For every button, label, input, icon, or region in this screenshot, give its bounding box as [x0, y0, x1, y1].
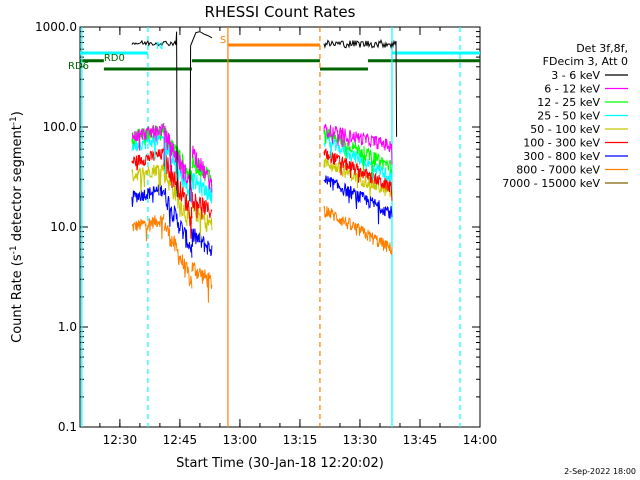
trace-3-6-seg2 — [323, 38, 398, 137]
legend-header-decimation: FDecim 3, Att 0 — [543, 55, 628, 68]
trace-25-50--b — [163, 136, 193, 203]
x-axis-label: Start Time (30-Jan-18 12:20:02) — [176, 456, 384, 471]
trace-50-100--a — [131, 164, 165, 194]
x-tick-label: 12:30 — [103, 433, 138, 447]
trace-25-50--c — [191, 173, 213, 204]
x-axis: 12:30 12:45 13:00 13:15 13:30 13:45 14:00 — [99, 27, 498, 447]
legend-entry-label: 100 - 300 keV — [523, 137, 600, 150]
state-label-rd6: RD6 — [68, 61, 89, 72]
x-tick-label: 13:00 — [223, 433, 258, 447]
trace-800-7000--seg2 — [323, 205, 393, 255]
state-label-n: N — [156, 41, 163, 52]
x-tick-label: 12:45 — [163, 433, 198, 447]
legend-entry-label: 12 - 25 keV — [537, 96, 600, 109]
trace-100-300--seg2 — [323, 148, 393, 201]
trace-300-800--b — [163, 188, 193, 258]
state-label-s: S — [220, 35, 226, 46]
y-tick-label: 0.1 — [58, 420, 77, 434]
y-tick-label: 1000.0 — [35, 20, 77, 34]
state-label-rd0: RD0 — [104, 53, 125, 64]
trace-25-50--seg2 — [323, 133, 393, 182]
y-axis-label: Count Rate (s-1 detector segment-1) — [9, 111, 25, 343]
trace-3-6-b — [189, 31, 213, 202]
trace-6-12--seg2 — [323, 123, 393, 165]
legend-entry-label: 25 - 50 keV — [537, 110, 600, 123]
generation-date: 2-Sep-2022 18:00 — [564, 467, 636, 476]
legend-entry-label: 300 - 800 keV — [523, 150, 600, 163]
trace-800-7000--b — [163, 222, 193, 289]
x-tick-label: 14:00 — [463, 433, 498, 447]
state-labels: N RD0 RD6 S — [68, 35, 226, 72]
trace-12-25--seg2 — [323, 126, 393, 177]
event-lines — [81, 27, 461, 427]
legend-header-detectors: Det 3f,8f, — [576, 42, 628, 55]
trace-100-300--c — [191, 191, 213, 220]
trace-800-7000--c — [191, 261, 213, 303]
legend-entry-label: 50 - 100 keV — [530, 123, 600, 136]
trace-300-800--c — [191, 228, 213, 257]
trace-6-12--a — [131, 122, 165, 151]
y-tick-label: 1.0 — [58, 320, 77, 334]
x-tick-label: 13:45 — [403, 433, 438, 447]
trace-300-800--a — [131, 184, 165, 207]
series-traces — [131, 31, 398, 303]
attenuator-state-bars — [80, 43, 480, 71]
trace-6-12--c — [191, 145, 213, 193]
y-tick-label: 10.0 — [50, 220, 77, 234]
chart-title: RHESSI Count Rates — [205, 3, 356, 21]
y-tick-label: 100.0 — [43, 120, 77, 134]
y-axis: 0.1 1.0 10.0 100.0 1000.0 — [35, 20, 480, 434]
legend-entry-label: 6 - 12 keV — [544, 83, 600, 96]
trace-50-100--b — [163, 165, 193, 226]
legend-entry-label: 800 - 7000 keV — [516, 164, 600, 177]
legend-entry-label: 7000 - 15000 keV — [502, 177, 600, 190]
trace-300-800--seg2 — [323, 175, 393, 225]
x-tick-label: 13:30 — [343, 433, 378, 447]
trace-3-6-a — [131, 31, 178, 197]
x-tick-label: 13:15 — [283, 433, 318, 447]
legend-entry-label: 3 - 6 keV — [551, 69, 600, 82]
trace-100-300--a — [131, 148, 165, 171]
trace-800-7000--a — [131, 213, 165, 242]
trace-6-12--b — [163, 125, 193, 204]
